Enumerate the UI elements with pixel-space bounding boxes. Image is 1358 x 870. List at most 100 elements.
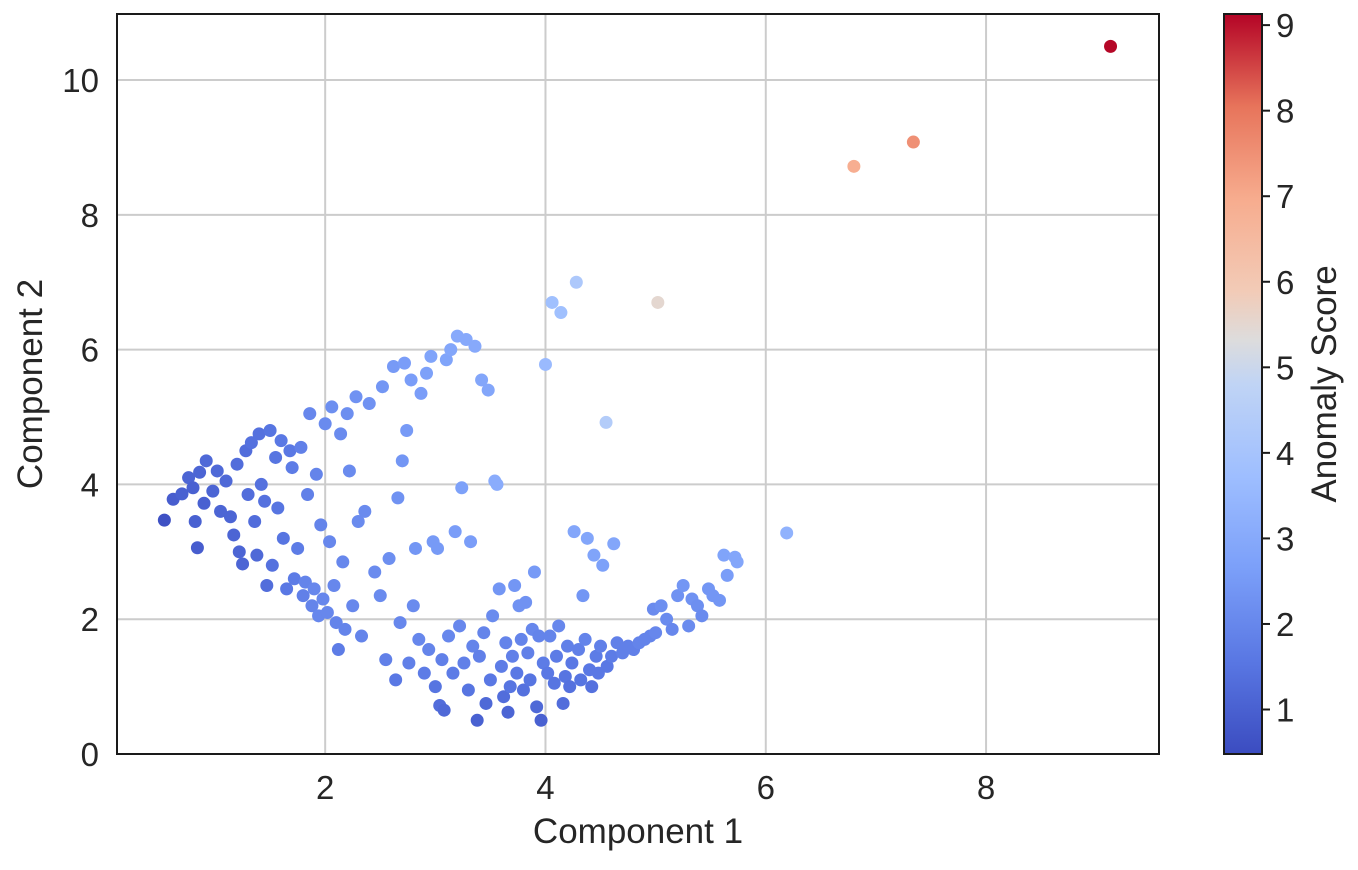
data-point xyxy=(316,592,330,606)
data-point xyxy=(435,653,449,667)
colorbar-tick-label: 3 xyxy=(1276,520,1294,557)
data-point xyxy=(338,622,352,636)
colorbar-gradient xyxy=(1223,13,1263,755)
data-point xyxy=(541,666,555,680)
data-point xyxy=(527,565,541,579)
x-tick-label: 8 xyxy=(977,769,995,806)
data-point xyxy=(210,464,224,478)
data-point xyxy=(847,159,861,173)
data-point xyxy=(780,526,794,540)
data-point xyxy=(197,496,211,510)
data-point xyxy=(558,669,572,683)
data-point xyxy=(578,632,592,646)
data-point xyxy=(227,528,241,542)
data-point xyxy=(342,464,356,478)
colorbar-tick-label: 6 xyxy=(1276,264,1294,301)
data-point xyxy=(477,626,491,640)
data-point xyxy=(219,474,233,488)
data-point xyxy=(448,525,462,539)
data-point xyxy=(386,359,400,373)
data-point xyxy=(340,407,354,421)
data-point xyxy=(420,366,434,380)
data-point xyxy=(358,504,372,518)
data-point xyxy=(461,683,475,697)
data-point xyxy=(287,572,301,586)
data-point xyxy=(186,481,200,495)
data-point xyxy=(516,683,530,697)
data-point xyxy=(442,629,456,643)
data-point xyxy=(610,636,624,650)
data-point xyxy=(468,339,482,353)
data-point xyxy=(514,632,528,646)
data-point xyxy=(175,487,189,501)
data-point xyxy=(334,427,348,441)
data-point xyxy=(455,481,469,495)
data-point xyxy=(296,589,310,603)
data-point xyxy=(325,400,339,414)
colorbar-label: Anomaly Score xyxy=(1305,265,1344,502)
colorbar-tick-label: 4 xyxy=(1276,435,1294,472)
data-point xyxy=(439,353,453,367)
data-point xyxy=(236,557,250,571)
data-point xyxy=(492,582,506,596)
data-point xyxy=(585,680,599,694)
data-point xyxy=(414,386,428,400)
data-point xyxy=(501,705,515,719)
y-tick-label: 0 xyxy=(81,736,99,773)
data-point xyxy=(404,373,418,387)
data-point xyxy=(464,535,478,549)
data-point xyxy=(428,680,442,694)
data-point xyxy=(214,504,228,518)
data-point xyxy=(232,545,246,559)
data-point xyxy=(199,454,213,468)
data-point xyxy=(695,609,709,623)
data-point xyxy=(244,436,258,450)
y-tick-label: 4 xyxy=(81,466,99,503)
data-point xyxy=(193,465,207,479)
data-point xyxy=(301,488,315,502)
data-point xyxy=(521,646,535,660)
data-point xyxy=(397,356,411,370)
x-tick-label: 6 xyxy=(757,769,775,806)
data-point xyxy=(331,643,345,657)
data-point xyxy=(379,653,393,667)
data-point xyxy=(486,609,500,623)
data-point xyxy=(457,656,471,670)
y-tick-label: 6 xyxy=(81,332,99,369)
data-point xyxy=(382,552,396,566)
data-point xyxy=(269,450,283,464)
data-point xyxy=(444,343,458,357)
data-point xyxy=(271,501,285,515)
data-point xyxy=(459,333,473,347)
data-point xyxy=(424,349,438,363)
data-point xyxy=(472,649,486,663)
plot-frame xyxy=(116,13,1160,755)
data-point xyxy=(305,599,319,613)
data-point xyxy=(446,666,460,680)
data-point xyxy=(565,656,579,670)
data-point xyxy=(497,690,511,704)
data-point xyxy=(274,434,288,448)
data-point xyxy=(318,417,332,431)
data-point xyxy=(1104,39,1118,53)
data-point xyxy=(223,510,237,524)
data-point xyxy=(594,639,608,653)
data-point xyxy=(591,666,605,680)
data-point xyxy=(400,424,414,438)
data-point xyxy=(182,471,196,485)
data-point xyxy=(720,568,734,582)
data-point xyxy=(252,427,266,441)
data-point xyxy=(538,357,552,371)
data-point xyxy=(298,575,312,589)
data-point xyxy=(466,639,480,653)
data-point xyxy=(409,541,423,555)
data-point xyxy=(532,629,546,643)
data-point xyxy=(649,626,663,640)
gridlines xyxy=(117,14,1159,754)
data-point xyxy=(351,514,365,528)
data-point xyxy=(713,593,727,607)
data-point xyxy=(349,390,363,404)
data-point xyxy=(552,619,566,633)
x-tick-label: 4 xyxy=(536,769,554,806)
